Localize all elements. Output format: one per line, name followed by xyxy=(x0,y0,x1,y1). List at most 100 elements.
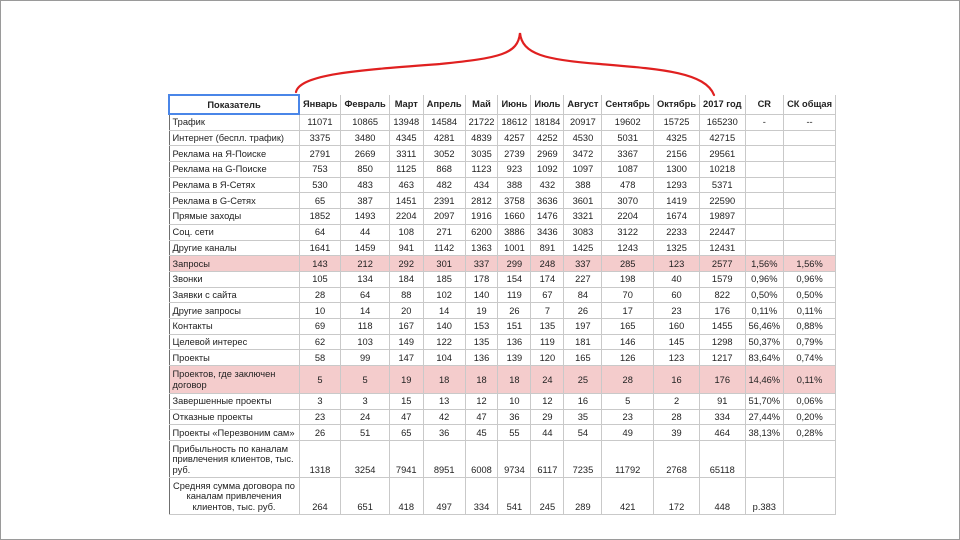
value-cell[interactable]: 136 xyxy=(464,349,499,366)
value-cell[interactable]: 3367 xyxy=(601,145,655,163)
value-cell[interactable]: 28 xyxy=(601,365,655,394)
value-cell[interactable]: 36 xyxy=(422,424,466,442)
value-cell[interactable]: 1,56% xyxy=(783,255,837,272)
value-cell[interactable]: 67 xyxy=(530,286,565,304)
value-cell[interactable]: 822 xyxy=(699,286,746,304)
value-cell[interactable]: 38,13% xyxy=(744,424,785,442)
header-cell[interactable]: Апрель xyxy=(422,95,466,115)
value-cell[interactable]: 143 xyxy=(298,255,342,272)
value-cell[interactable]: 65118 xyxy=(699,440,746,479)
value-cell[interactable]: 1300 xyxy=(653,161,701,178)
value-cell[interactable]: 13 xyxy=(422,393,466,410)
value-cell[interactable]: 0,88% xyxy=(783,317,837,335)
value-cell[interactable]: 4345 xyxy=(388,129,424,147)
value-cell[interactable]: 165 xyxy=(563,349,603,366)
value-cell[interactable]: 2 xyxy=(653,393,701,410)
value-cell[interactable]: 1318 xyxy=(298,440,342,479)
value-cell[interactable]: 20917 xyxy=(563,113,603,131)
value-cell[interactable] xyxy=(783,440,837,479)
value-cell[interactable]: 140 xyxy=(422,317,466,335)
value-cell[interactable]: 4839 xyxy=(464,129,499,147)
value-cell[interactable]: 1476 xyxy=(530,208,565,225)
value-cell[interactable]: 119 xyxy=(530,333,565,351)
value-cell[interactable]: 11071 xyxy=(298,113,342,131)
row-label-cell[interactable]: Проекты xyxy=(168,349,300,366)
value-cell[interactable] xyxy=(744,145,785,163)
value-cell[interactable]: 1641 xyxy=(298,239,342,257)
header-cell[interactable]: Март xyxy=(388,95,424,115)
row-label-cell[interactable]: Контакты xyxy=(168,317,300,335)
value-cell[interactable]: 497 xyxy=(422,477,466,516)
value-cell[interactable]: 153 xyxy=(464,317,499,335)
value-cell[interactable]: 14 xyxy=(340,302,390,319)
value-cell[interactable]: 1142 xyxy=(422,239,466,257)
value-cell[interactable]: 448 xyxy=(699,477,746,516)
value-cell[interactable]: 1097 xyxy=(563,161,603,178)
value-cell[interactable]: 14,46% xyxy=(744,365,785,394)
value-cell[interactable]: 6008 xyxy=(464,440,499,479)
value-cell[interactable]: 185 xyxy=(422,270,466,288)
value-cell[interactable]: 24 xyxy=(530,365,565,394)
value-cell[interactable] xyxy=(744,129,785,147)
value-cell[interactable]: р.383 xyxy=(744,477,785,516)
value-cell[interactable] xyxy=(783,129,837,147)
value-cell[interactable]: 4530 xyxy=(563,129,603,147)
value-cell[interactable]: 29561 xyxy=(699,145,746,163)
value-cell[interactable]: 868 xyxy=(422,161,466,178)
value-cell[interactable]: 5 xyxy=(601,393,655,410)
value-cell[interactable]: 5371 xyxy=(699,176,746,194)
value-cell[interactable]: 145 xyxy=(653,333,701,351)
value-cell[interactable]: 3122 xyxy=(601,223,655,241)
value-cell[interactable]: 184 xyxy=(388,270,424,288)
value-cell[interactable]: 1001 xyxy=(497,239,532,257)
value-cell[interactable]: 3758 xyxy=(497,192,532,210)
value-cell[interactable]: 285 xyxy=(601,255,655,272)
value-cell[interactable]: 434 xyxy=(464,176,499,194)
value-cell[interactable]: 8951 xyxy=(422,440,466,479)
value-cell[interactable]: - xyxy=(744,113,785,131)
value-cell[interactable]: 40 xyxy=(653,270,701,288)
value-cell[interactable]: 3886 xyxy=(497,223,532,241)
value-cell[interactable]: 23 xyxy=(601,408,655,426)
header-cell[interactable]: Январь xyxy=(298,95,342,115)
value-cell[interactable]: 44 xyxy=(530,424,565,442)
value-cell[interactable]: 3375 xyxy=(298,129,342,147)
value-cell[interactable]: 108 xyxy=(388,223,424,241)
value-cell[interactable]: 10 xyxy=(497,393,532,410)
value-cell[interactable]: 753 xyxy=(298,161,342,178)
value-cell[interactable]: 26 xyxy=(563,302,603,319)
value-cell[interactable]: 172 xyxy=(653,477,701,516)
value-cell[interactable]: 388 xyxy=(497,176,532,194)
value-cell[interactable]: 23 xyxy=(653,302,701,319)
value-cell[interactable]: 21722 xyxy=(464,113,499,131)
value-cell[interactable]: 9734 xyxy=(497,440,532,479)
value-cell[interactable]: 1493 xyxy=(340,208,390,225)
value-cell[interactable]: 3083 xyxy=(563,223,603,241)
value-cell[interactable]: 5 xyxy=(340,365,390,394)
value-cell[interactable]: 160 xyxy=(653,317,701,335)
row-label-cell[interactable]: Трафик xyxy=(168,113,300,131)
value-cell[interactable]: 3472 xyxy=(563,145,603,163)
value-cell[interactable]: 850 xyxy=(340,161,390,178)
value-cell[interactable]: 1451 xyxy=(388,192,424,210)
value-cell[interactable]: 22447 xyxy=(699,223,746,241)
value-cell[interactable]: 174 xyxy=(530,270,565,288)
value-cell[interactable]: 19602 xyxy=(601,113,655,131)
value-cell[interactable]: 7941 xyxy=(388,440,424,479)
value-cell[interactable]: 1459 xyxy=(340,239,390,257)
value-cell[interactable] xyxy=(783,223,837,241)
value-cell[interactable]: 541 xyxy=(497,477,532,516)
value-cell[interactable]: 301 xyxy=(422,255,466,272)
value-cell[interactable]: 2791 xyxy=(298,145,342,163)
value-cell[interactable]: 147 xyxy=(388,349,424,366)
row-label-cell[interactable]: Целевой интерес xyxy=(168,333,300,351)
row-label-cell[interactable]: Заявки с сайта xyxy=(168,286,300,304)
row-label-cell[interactable]: Завершенные проекты xyxy=(168,393,300,410)
value-cell[interactable] xyxy=(744,176,785,194)
value-cell[interactable] xyxy=(783,192,837,210)
value-cell[interactable]: 65 xyxy=(298,192,342,210)
value-cell[interactable]: 292 xyxy=(388,255,424,272)
value-cell[interactable]: 42715 xyxy=(699,129,746,147)
value-cell[interactable]: 18 xyxy=(497,365,532,394)
value-cell[interactable]: 197 xyxy=(563,317,603,335)
